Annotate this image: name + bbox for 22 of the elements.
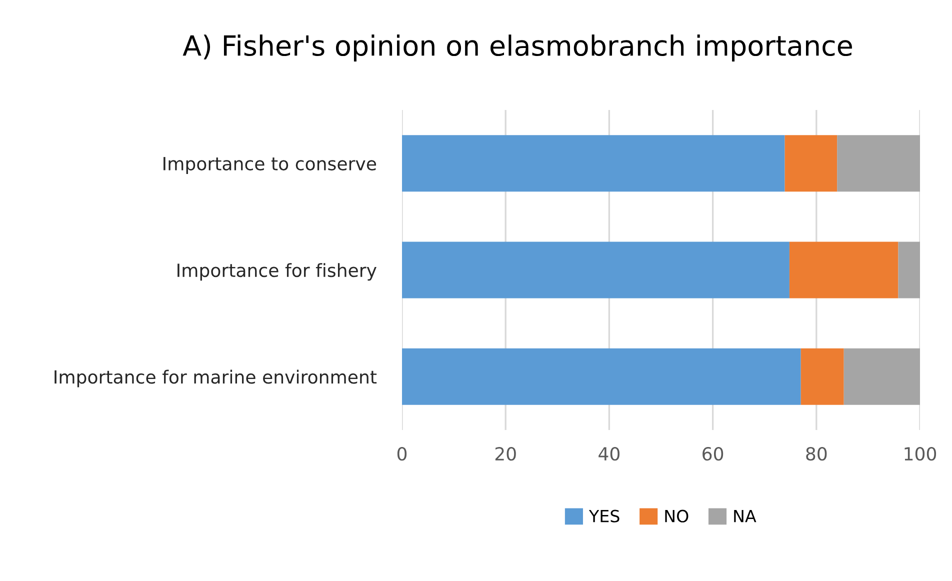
chart-title: A) Fisher's opinion on elasmobranch importance xyxy=(182,34,852,62)
x-tick-label: 0 xyxy=(397,446,407,461)
bar xyxy=(844,348,920,405)
y-tick-label: Importance to conserve xyxy=(164,157,376,174)
x-tick-label: 20 xyxy=(495,446,516,461)
x-tick-label: 100 xyxy=(904,446,936,461)
bar xyxy=(800,348,844,405)
legend-label: NO xyxy=(665,510,688,522)
bar xyxy=(789,242,898,298)
bar xyxy=(402,135,785,192)
y-tick-label: Importance for marine environment xyxy=(54,370,377,388)
x-tick-label: 40 xyxy=(598,446,620,461)
legend-label: NA xyxy=(734,510,756,522)
bar xyxy=(784,135,838,192)
y-tick-label: Importance for fishery xyxy=(178,263,376,281)
x-tick-label: 60 xyxy=(702,446,724,461)
legend-label: YES xyxy=(588,510,620,522)
bar xyxy=(837,135,920,192)
x-tick-label: 80 xyxy=(806,446,827,461)
bar xyxy=(402,348,801,405)
bar xyxy=(402,242,790,298)
bar xyxy=(898,242,920,298)
